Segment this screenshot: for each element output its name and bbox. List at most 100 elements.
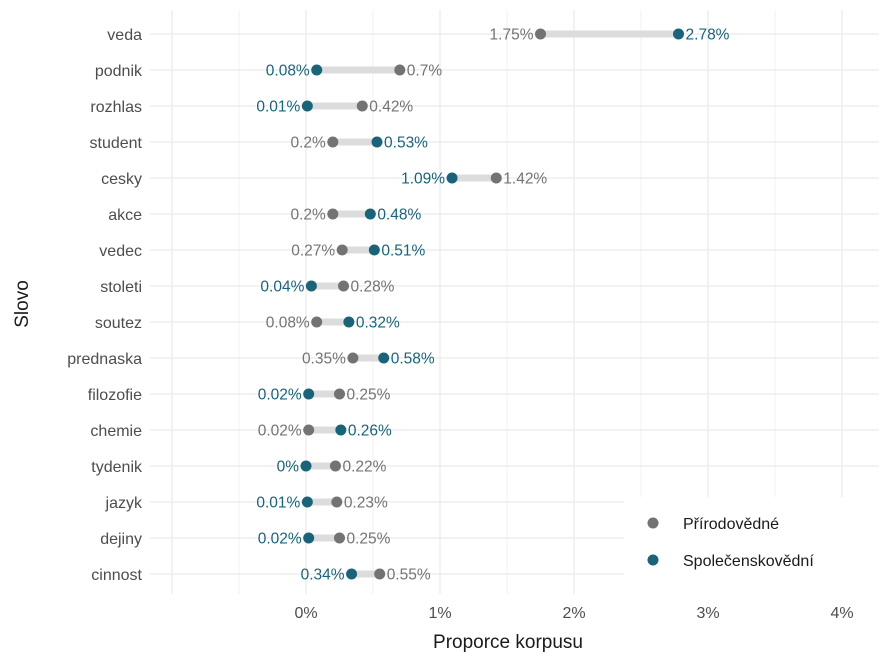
value-label-spolecenskovedni-jazyk: 0.01% xyxy=(256,495,300,512)
value-labels: 1.75% 2.78% 0.7% 0.08% 0.42% 0.01% 0.2% 0.53% 1.… xyxy=(256,27,729,584)
value-label-spolecenskovedni-cinnost: 0.34% xyxy=(301,567,345,584)
y-tick-veda: veda xyxy=(107,27,142,44)
point-spolecenskovedni-cinnost xyxy=(346,568,358,580)
value-label-prirodovedne-chemie: 0.02% xyxy=(258,423,302,440)
x-tick-3: 3% xyxy=(696,605,719,622)
value-label-prirodovedne-stoleti: 0.28% xyxy=(351,279,395,296)
point-spolecenskovedni-dejiny xyxy=(303,532,315,544)
x-tick-2: 2% xyxy=(562,605,585,622)
y-tick-student: student xyxy=(90,135,143,152)
value-label-spolecenskovedni-filozofie: 0.02% xyxy=(258,387,302,404)
point-spolecenskovedni-filozofie xyxy=(303,388,315,400)
value-label-spolecenskovedni-cesky: 1.09% xyxy=(401,171,445,188)
point-prirodovedne-akce xyxy=(327,208,339,220)
point-prirodovedne-jazyk xyxy=(331,496,343,508)
value-label-spolecenskovedni-podnik: 0.08% xyxy=(266,63,310,80)
value-label-prirodovedne-tydenik: 0.22% xyxy=(342,459,386,476)
value-label-spolecenskovedni-veda: 2.78% xyxy=(686,27,730,44)
point-spolecenskovedni-tydenik xyxy=(300,460,312,472)
value-label-prirodovedne-cesky: 1.42% xyxy=(503,171,547,188)
value-label-prirodovedne-jazyk: 0.23% xyxy=(344,495,388,512)
y-tick-akce: akce xyxy=(108,207,142,224)
value-label-spolecenskovedni-tydenik: 0% xyxy=(277,459,300,476)
point-prirodovedne-student xyxy=(327,136,339,148)
value-label-prirodovedne-soutez: 0.08% xyxy=(266,315,310,332)
point-spolecenskovedni-rozhlas xyxy=(301,100,313,112)
legend-label-prirodovedne: Přírodovědné xyxy=(683,516,779,533)
value-label-spolecenskovedni-dejiny: 0.02% xyxy=(258,531,302,548)
value-label-prirodovedne-vedec: 0.27% xyxy=(291,243,335,260)
y-tick-dejiny: dejiny xyxy=(100,531,142,548)
value-label-spolecenskovedni-soutez: 0.32% xyxy=(356,315,400,332)
point-spolecenskovedni-cesky xyxy=(446,172,458,184)
value-label-spolecenskovedni-vedec: 0.51% xyxy=(381,243,425,260)
point-prirodovedne-cesky xyxy=(490,172,502,184)
point-prirodovedne-prednaska xyxy=(347,352,359,364)
y-axis-title: Slovo xyxy=(12,280,33,328)
y-tick-rozhlas: rozhlas xyxy=(90,99,142,116)
x-tick-labels: 0% 1% 2% 3% 4% xyxy=(294,605,853,622)
y-tick-prednaska: prednaska xyxy=(67,351,142,368)
legend-label-spolecenskovedni: Společenskovědní xyxy=(683,553,814,570)
y-tick-stoleti: stoleti xyxy=(100,279,142,296)
data-points xyxy=(300,28,685,580)
y-tick-soutez: soutez xyxy=(95,315,142,332)
legend-item-prirodovedne: Přírodovědné xyxy=(647,516,779,533)
y-tick-tydenik: tydenik xyxy=(91,459,143,476)
value-label-spolecenskovedni-stoleti: 0.04% xyxy=(260,279,304,296)
y-tick-filozofie: filozofie xyxy=(88,387,142,404)
dumbbell-segments xyxy=(306,30,679,578)
y-tick-labels: veda podnik rozhlas student cesky akce vedec st… xyxy=(67,27,143,584)
value-label-spolecenskovedni-prednaska: 0.58% xyxy=(391,351,435,368)
value-label-prirodovedne-prednaska: 0.35% xyxy=(302,351,346,368)
value-label-prirodovedne-cinnost: 0.55% xyxy=(387,567,431,584)
legend-background xyxy=(624,497,884,597)
point-spolecenskovedni-veda xyxy=(673,28,685,40)
point-prirodovedne-filozofie xyxy=(334,388,345,400)
x-tick-4: 4% xyxy=(830,605,853,622)
y-tick-cinnost: cinnost xyxy=(91,567,142,584)
point-prirodovedne-tydenik xyxy=(329,460,341,472)
value-label-spolecenskovedni-akce: 0.48% xyxy=(377,207,421,224)
value-label-spolecenskovedni-student: 0.53% xyxy=(384,135,428,152)
point-prirodovedne-cinnost xyxy=(374,568,386,580)
value-label-prirodovedne-dejiny: 0.25% xyxy=(347,531,391,548)
legend-key-spolecenskovedni xyxy=(647,554,659,566)
x-tick-0: 0% xyxy=(294,605,317,622)
point-spolecenskovedni-stoleti xyxy=(305,280,317,292)
point-prirodovedne-podnik xyxy=(394,64,406,76)
value-label-prirodovedne-podnik: 0.7% xyxy=(407,63,443,80)
y-tick-cesky: cesky xyxy=(101,171,142,188)
point-prirodovedne-dejiny xyxy=(334,532,345,544)
point-spolecenskovedni-akce xyxy=(364,208,376,220)
point-prirodovedne-stoleti xyxy=(338,280,350,292)
x-tick-1: 1% xyxy=(428,605,451,622)
point-prirodovedne-rozhlas xyxy=(356,100,368,112)
point-spolecenskovedni-chemie xyxy=(335,424,347,436)
point-prirodovedne-vedec xyxy=(336,244,348,256)
point-spolecenskovedni-soutez xyxy=(343,316,355,328)
value-label-prirodovedne-filozofie: 0.25% xyxy=(347,387,391,404)
y-tick-jazyk: jazyk xyxy=(105,495,143,512)
point-spolecenskovedni-vedec xyxy=(368,244,380,256)
y-tick-chemie: chemie xyxy=(90,423,142,440)
point-prirodovedne-chemie xyxy=(303,424,315,436)
point-spolecenskovedni-student xyxy=(371,136,383,148)
legend-key-prirodovedne xyxy=(647,517,659,529)
grid-lines xyxy=(150,10,879,594)
value-label-prirodovedne-student: 0.2% xyxy=(290,135,326,152)
value-label-prirodovedne-rozhlas: 0.42% xyxy=(369,99,413,116)
point-prirodovedne-veda xyxy=(535,28,546,40)
value-label-prirodovedne-veda: 1.75% xyxy=(490,27,534,44)
value-label-spolecenskovedni-chemie: 0.26% xyxy=(348,423,392,440)
point-prirodovedne-soutez xyxy=(311,316,323,328)
point-spolecenskovedni-jazyk xyxy=(301,496,313,508)
point-spolecenskovedni-podnik xyxy=(311,64,323,76)
value-label-spolecenskovedni-rozhlas: 0.01% xyxy=(256,99,300,116)
value-label-prirodovedne-akce: 0.2% xyxy=(290,207,326,224)
legend-item-spolecenskovedni: Společenskovědní xyxy=(647,553,814,570)
y-tick-vedec: vedec xyxy=(99,243,142,260)
point-spolecenskovedni-prednaska xyxy=(378,352,390,364)
x-axis-title: Proporce korpusu xyxy=(433,632,583,653)
